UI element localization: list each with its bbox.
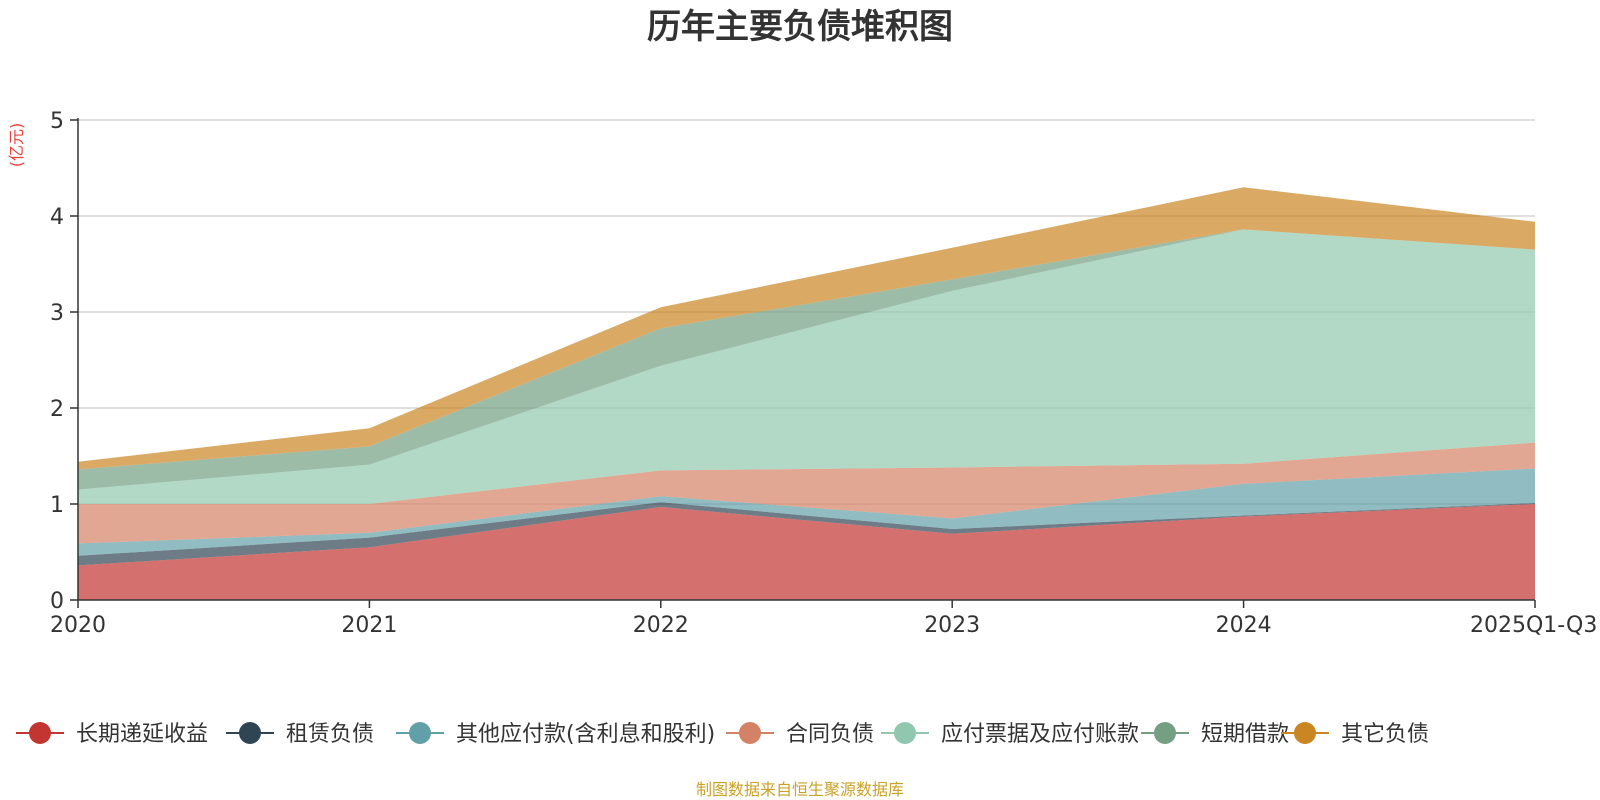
legend-item: 其它负债: [1281, 722, 1429, 747]
y-tick-label: 0: [50, 589, 64, 614]
y-tick-label: 4: [50, 205, 64, 230]
legend-item: 其他应付款(含利息和股利): [396, 722, 715, 747]
x-tick-label: 2020: [50, 613, 106, 638]
area-series-4: [78, 442, 1535, 544]
legend-marker: [894, 722, 916, 744]
y-axis-unit: (亿元): [7, 123, 26, 168]
legend-item: 租赁负债: [226, 722, 374, 747]
legend-label: 其它负债: [1341, 722, 1429, 747]
legend-label: 短期借款: [1201, 722, 1289, 747]
data-source-note: 制图数据来自恒生聚源数据库: [696, 780, 904, 799]
legend-item: 长期递延收益: [16, 722, 208, 747]
legend-label: 合同负债: [786, 722, 874, 747]
x-tick-label: 2024: [1216, 613, 1272, 638]
legend-label: 应付票据及应付账款: [941, 722, 1139, 747]
legend-item: 合同负债: [726, 722, 874, 747]
legend-item: 短期借款: [1141, 722, 1289, 747]
chart-title: 历年主要负债堆积图: [647, 7, 953, 47]
area-series-1: [78, 504, 1535, 600]
area-series-5: [78, 229, 1535, 504]
legend: 长期递延收益 租赁负债 其他应付款(含利息和股利) 合同负债 应付票据及应付账款 短期借款…: [16, 722, 1429, 747]
y-tick-label: 2: [50, 397, 64, 422]
x-tick-label: 2025Q1-Q3: [1470, 613, 1597, 638]
legend-marker: [1154, 722, 1176, 744]
area-series-6: [78, 229, 1535, 490]
y-tick-label: 1: [50, 493, 64, 518]
y-tick-label: 5: [50, 109, 64, 134]
legend-label: 其他应付款(含利息和股利): [456, 722, 715, 747]
area-series-3: [78, 468, 1535, 556]
x-tick-label: 2022: [633, 613, 689, 638]
x-tick-label: 2023: [924, 613, 980, 638]
x-tick-label: 2021: [341, 613, 397, 638]
series-areas: [78, 187, 1535, 600]
legend-label: 租赁负债: [286, 722, 374, 747]
legend-marker: [239, 722, 261, 744]
legend-marker: [1294, 722, 1316, 744]
legend-marker: [29, 722, 51, 744]
legend-label: 长期递延收益: [76, 722, 208, 747]
y-tick-label: 3: [50, 301, 64, 326]
legend-item: 应付票据及应付账款: [881, 722, 1139, 747]
legend-marker: [739, 722, 761, 744]
legend-marker: [409, 722, 431, 744]
area-series-7: [78, 187, 1535, 470]
axes: 0 1 2 3 4 5 2020 2021 2022 2023 2024 2025Q1-Q3: [50, 109, 1597, 638]
